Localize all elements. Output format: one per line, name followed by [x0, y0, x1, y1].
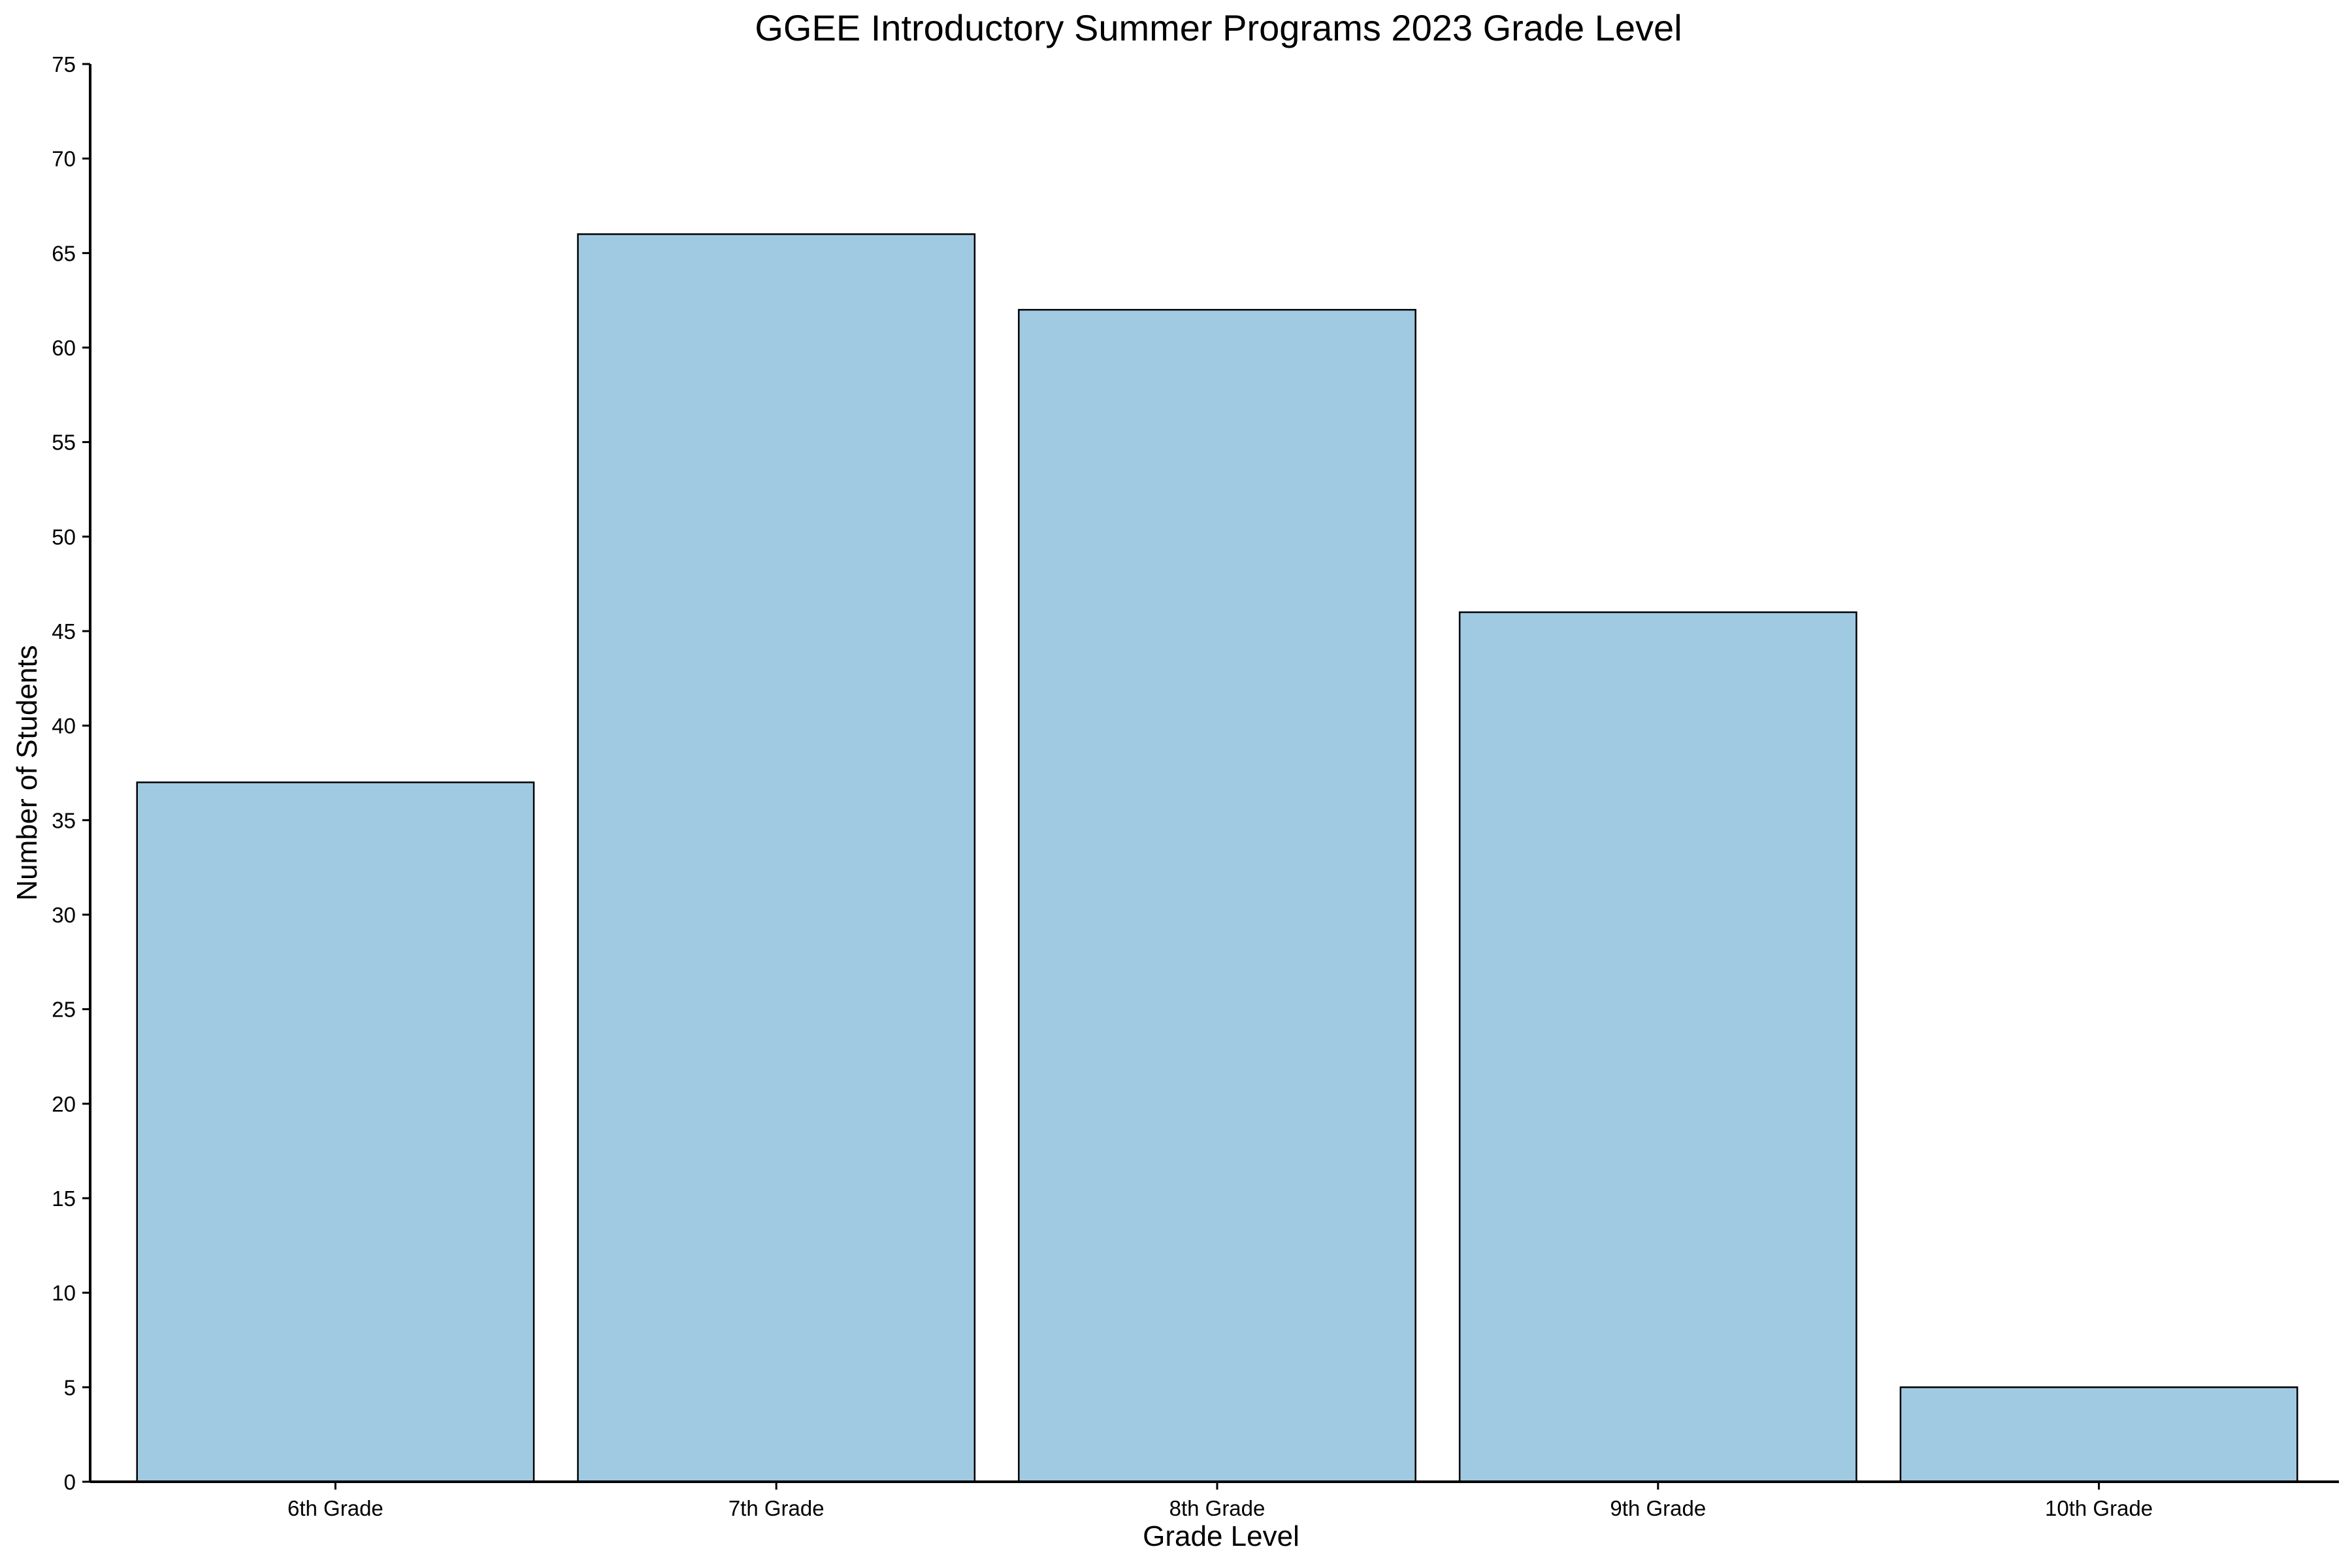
y-tick-label: 20 — [52, 1092, 76, 1116]
y-tick-label: 65 — [52, 241, 76, 265]
x-axis: 6th Grade 7th Grade 8th Grade 9th Grade 10th… — [287, 1482, 2153, 1520]
bars — [136, 233, 2298, 1483]
y-tick-label: 15 — [52, 1186, 76, 1211]
x-tick-label: 10th Grade — [2045, 1496, 2153, 1520]
bar-4 — [1458, 611, 1857, 1483]
bar-5 — [1899, 1386, 2298, 1483]
x-tick-label: 6th Grade — [287, 1496, 384, 1520]
y-tick-label: 10 — [52, 1281, 76, 1305]
chart-title: GGEE Introductory Summer Programs 2023 G… — [755, 7, 1682, 48]
y-tick-label: 40 — [52, 714, 76, 738]
bar-3 — [1018, 308, 1416, 1483]
y-axis: 0 5 10 15 20 25 30 35 40 45 50 55 60 65 70 75 — [52, 52, 90, 1494]
y-axis-label: Number of Students — [11, 645, 43, 900]
y-tick-label: 55 — [52, 431, 76, 455]
y-tick-label: 60 — [52, 336, 76, 360]
y-tick-label: 70 — [52, 147, 76, 171]
bar-2 — [577, 233, 976, 1483]
x-axis-label: Grade Level — [1143, 1520, 1299, 1552]
x-tick-label: 8th Grade — [1169, 1496, 1266, 1520]
y-tick-label: 35 — [52, 808, 76, 832]
y-tick-label: 25 — [52, 998, 76, 1022]
y-tick-label: 0 — [64, 1470, 76, 1494]
bar-1 — [136, 781, 535, 1483]
y-tick-label: 75 — [52, 52, 76, 76]
y-tick-label: 5 — [64, 1375, 76, 1399]
y-tick-label: 45 — [52, 619, 76, 644]
x-tick-label: 9th Grade — [1610, 1496, 1706, 1520]
y-tick-label: 30 — [52, 903, 76, 927]
x-tick-label: 7th Grade — [728, 1496, 825, 1520]
y-tick-label: 50 — [52, 525, 76, 549]
